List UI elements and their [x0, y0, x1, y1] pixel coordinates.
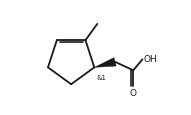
Text: O: O [129, 88, 136, 97]
Polygon shape [94, 58, 116, 68]
Text: OH: OH [144, 55, 157, 64]
Text: &1: &1 [96, 74, 106, 80]
